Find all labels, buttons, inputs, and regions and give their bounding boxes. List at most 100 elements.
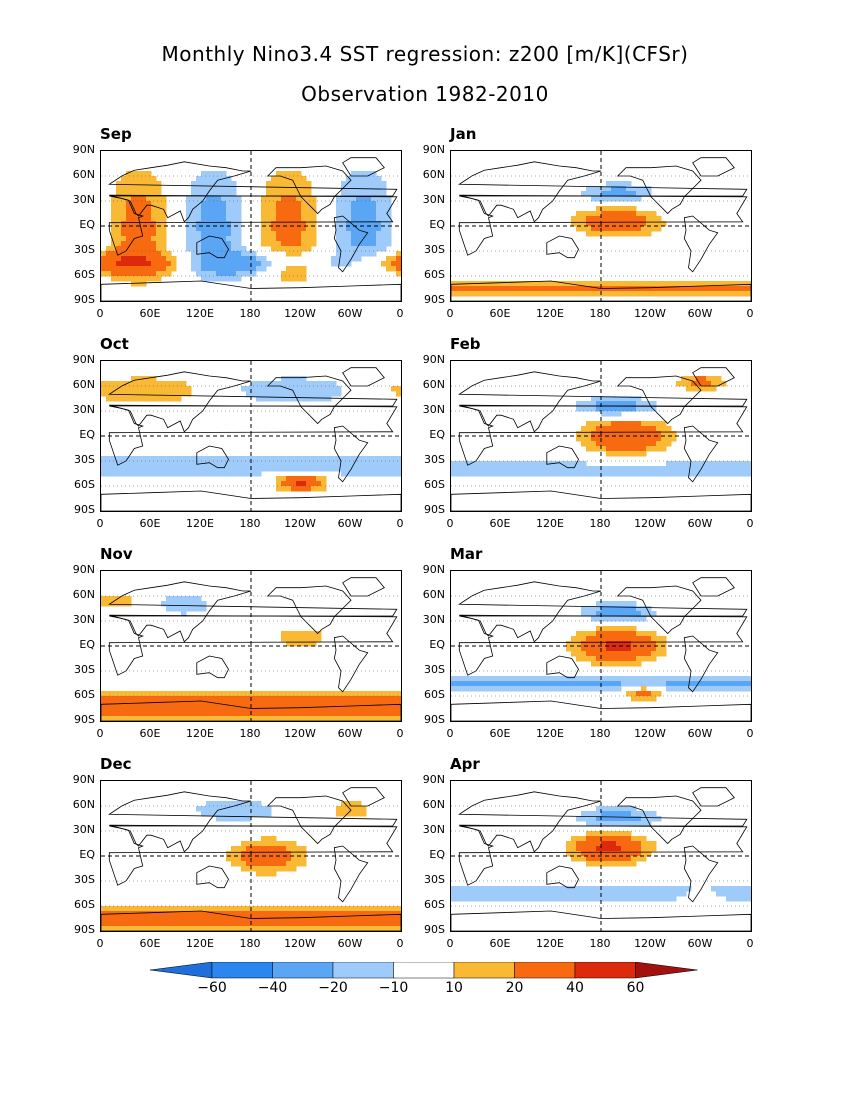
field-cell xyxy=(251,266,257,272)
field-cell xyxy=(131,266,137,272)
field-cell xyxy=(571,291,577,297)
field-cell xyxy=(366,696,372,702)
field-cell xyxy=(171,471,177,477)
field-cell xyxy=(216,926,222,931)
field-cell xyxy=(591,226,597,232)
field-cell xyxy=(711,676,717,682)
field-cell xyxy=(376,201,382,207)
field-cell xyxy=(601,846,607,852)
field-cell xyxy=(501,461,507,467)
field-cell xyxy=(206,266,212,272)
field-cell xyxy=(106,251,112,257)
field-cell xyxy=(116,386,122,392)
field-cell xyxy=(741,886,747,892)
field-cell xyxy=(566,641,572,647)
field-cell xyxy=(281,701,287,707)
field-cell xyxy=(731,471,737,477)
field-cell xyxy=(606,861,612,867)
field-cell xyxy=(221,201,227,207)
field-cell xyxy=(586,891,592,897)
field-cell xyxy=(371,226,377,232)
field-cell xyxy=(156,256,162,262)
field-cell xyxy=(186,246,192,252)
field-cell xyxy=(656,886,662,892)
field-cell xyxy=(156,196,162,202)
field-cell xyxy=(326,701,332,707)
field-cell xyxy=(181,711,187,717)
field-cell xyxy=(671,681,677,687)
field-cell xyxy=(621,206,627,212)
field-cell xyxy=(581,636,587,642)
field-cell xyxy=(201,921,207,927)
field-cell xyxy=(236,801,242,807)
field-cell xyxy=(491,886,497,892)
field-cell xyxy=(606,231,612,237)
field-cell xyxy=(571,886,577,892)
field-cell xyxy=(141,921,147,927)
field-cell xyxy=(191,696,197,702)
field-cell xyxy=(521,686,527,692)
field-cell xyxy=(351,811,357,817)
field-cell xyxy=(656,676,662,682)
lon-tick-label: 0 xyxy=(96,307,104,320)
field-cell xyxy=(291,216,297,222)
field-cell xyxy=(136,231,142,237)
field-cell xyxy=(196,596,202,602)
field-cell xyxy=(741,676,747,682)
field-cell xyxy=(271,231,277,237)
field-cell xyxy=(551,896,557,902)
field-cell xyxy=(571,471,577,477)
coastline xyxy=(458,824,748,886)
field-cell xyxy=(621,451,627,457)
field-cell xyxy=(281,486,287,492)
field-cell xyxy=(191,711,197,717)
field-cell xyxy=(486,886,492,892)
field-cell xyxy=(741,286,747,292)
field-cell xyxy=(606,216,612,222)
colorbar: −60 −40 −20 −10 10 20 40 60 xyxy=(149,961,700,1002)
field-cell xyxy=(261,466,267,472)
field-cell xyxy=(451,676,457,682)
field-cell xyxy=(151,916,157,922)
field-cell xyxy=(646,441,652,447)
field-cell xyxy=(266,386,272,392)
field-cell xyxy=(196,191,202,197)
colorbar-svg xyxy=(149,961,698,979)
field-cell xyxy=(706,376,712,382)
field-cell xyxy=(136,201,142,207)
field-cell xyxy=(266,701,272,707)
field-cell xyxy=(636,886,642,892)
field-cell xyxy=(276,461,282,467)
field-cell xyxy=(591,441,597,447)
field-cell xyxy=(621,211,627,217)
field-cell xyxy=(486,471,492,477)
field-cell xyxy=(276,191,282,197)
field-cell xyxy=(166,916,172,922)
field-cell xyxy=(606,471,612,477)
field-cell xyxy=(186,601,192,607)
field-cell xyxy=(386,701,392,707)
field-cell xyxy=(586,471,592,477)
field-cell xyxy=(196,216,202,222)
lon-tick-label: 120E xyxy=(186,727,214,740)
field-cell xyxy=(571,286,577,292)
field-cell xyxy=(626,851,632,857)
field-cell xyxy=(316,631,322,637)
field-cell xyxy=(341,231,347,237)
field-cell xyxy=(336,226,342,232)
field-cell xyxy=(306,241,312,247)
field-cell xyxy=(646,431,652,437)
field-cell xyxy=(651,841,657,847)
field-cell xyxy=(346,191,352,197)
field-cell xyxy=(136,266,142,272)
field-cell xyxy=(131,226,137,232)
field-cell xyxy=(591,831,597,837)
field-cell xyxy=(471,891,477,897)
field-cell xyxy=(156,236,162,242)
field-cell xyxy=(606,641,612,647)
field-cell xyxy=(746,471,751,477)
field-cell xyxy=(301,846,307,852)
field-cell xyxy=(201,231,207,237)
field-cell xyxy=(271,466,277,472)
field-cell xyxy=(296,466,302,472)
